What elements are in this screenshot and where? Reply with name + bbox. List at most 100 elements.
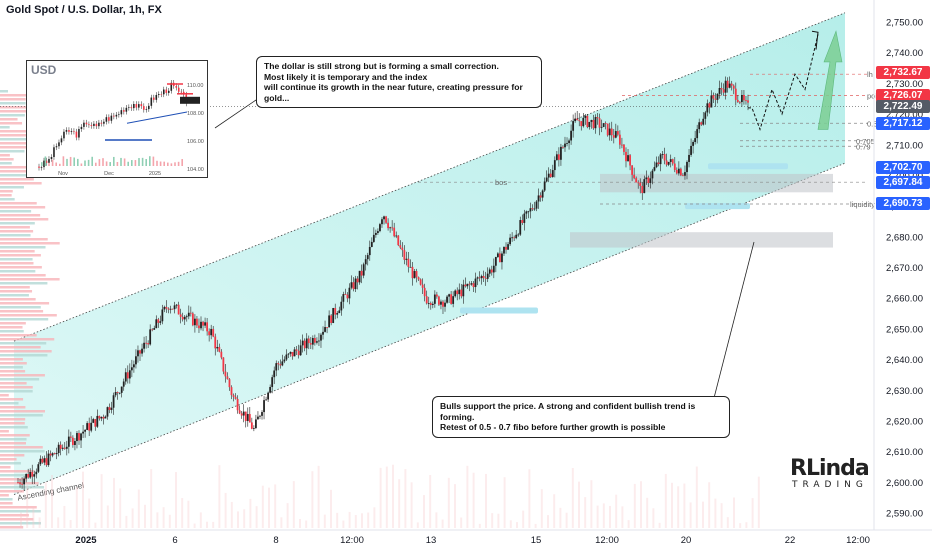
inset-candle-body — [68, 130, 70, 132]
volume-bar — [69, 520, 72, 528]
price-tag: 2,697.84 — [876, 175, 930, 189]
candle-body — [318, 340, 320, 342]
volume-profile-bar — [0, 206, 46, 209]
inset-volume-bar — [131, 160, 133, 166]
volume-bar — [454, 484, 456, 528]
candle-body — [679, 168, 682, 176]
candle-body — [155, 319, 158, 329]
candle-body — [43, 458, 46, 463]
candle-body — [202, 321, 204, 326]
volume-bar — [224, 492, 227, 528]
volume-profile-bar — [0, 90, 8, 93]
candle-body — [161, 309, 164, 322]
candle-body — [173, 305, 176, 310]
inset-candle-body — [83, 122, 85, 127]
inset-candle-body — [133, 104, 135, 109]
volume-profile-bar — [0, 354, 48, 357]
candle-body — [340, 301, 343, 311]
candle-body — [364, 259, 367, 265]
volume-bar — [695, 466, 698, 528]
volume-profile-bar — [0, 282, 48, 285]
candle-body — [293, 349, 296, 357]
y-tick-label: 2,750.00 — [886, 18, 923, 29]
volume-profile-bar — [0, 138, 27, 141]
inset-candle-body — [40, 167, 43, 168]
inset-candle-body — [157, 94, 160, 95]
candle-body — [716, 93, 719, 100]
volume-bar — [602, 503, 605, 528]
candle-body — [519, 220, 522, 235]
level-label: liquidity — [850, 200, 875, 209]
candle-body — [49, 453, 52, 456]
volume-profile-bar — [0, 314, 57, 317]
volume-bar — [100, 474, 103, 528]
candle-body — [588, 121, 591, 128]
volume-profile-bar — [0, 150, 25, 153]
level-label: lh — [867, 70, 873, 79]
x-tick-label: 8 — [273, 535, 278, 546]
candle-body — [435, 294, 438, 297]
brand-logo-bottom: TRADING — [792, 480, 868, 490]
volume-bar — [447, 477, 450, 528]
inset-candle-body — [103, 121, 105, 124]
price-tag: 2,690.73 — [876, 197, 930, 211]
candle-body — [21, 483, 23, 485]
candle-body — [535, 201, 538, 209]
candle-body — [55, 453, 58, 455]
volume-profile-bar — [0, 422, 25, 425]
candle-body — [440, 301, 442, 305]
candle-body — [682, 175, 684, 177]
volume-profile-bar — [0, 162, 12, 165]
inset-volume-bar — [170, 163, 173, 166]
candle-body — [698, 122, 701, 130]
candle-body — [135, 356, 137, 365]
candle-body — [175, 304, 178, 306]
inset-candle-body — [63, 131, 65, 139]
candle-body — [714, 98, 717, 100]
volume-profile-bar — [0, 154, 10, 157]
projection-arrowhead — [811, 30, 819, 50]
inset-volume-bar — [73, 157, 75, 166]
volume-bar — [106, 505, 109, 528]
candle-body — [218, 346, 221, 352]
candle-body — [708, 103, 711, 108]
candle-body — [187, 312, 190, 317]
candle-body — [745, 100, 747, 102]
candle-body — [130, 367, 133, 371]
inset-candle-body — [65, 130, 68, 132]
candle-body — [112, 395, 115, 408]
candle-body — [557, 154, 560, 160]
inset-volume-bar — [163, 161, 165, 166]
candle-body — [271, 377, 274, 387]
candle-body — [673, 163, 676, 171]
volume-bar — [156, 512, 159, 528]
candle-body — [505, 246, 507, 250]
candle-body — [346, 294, 349, 299]
volume-bar — [280, 517, 283, 528]
volume-profile-bar — [0, 202, 37, 205]
volume-profile-bar — [0, 98, 26, 101]
inset-candle-body — [88, 124, 90, 126]
volume-bar — [57, 517, 60, 528]
volume-bar — [664, 473, 667, 528]
candle-body — [31, 471, 34, 477]
volume-bar — [336, 512, 339, 528]
volume-bar — [237, 511, 239, 528]
candle-body — [80, 433, 82, 441]
candle-body — [35, 471, 38, 475]
volume-profile-bar — [0, 158, 14, 161]
candle-body — [730, 83, 733, 86]
candle-body — [133, 364, 135, 368]
x-tick-label: 15 — [531, 535, 542, 546]
volume-profile-bar — [0, 342, 47, 345]
candle-body — [139, 350, 141, 354]
candle-body — [326, 327, 328, 328]
candle-body — [33, 474, 36, 477]
volume-profile-bar — [0, 458, 17, 461]
volume-bar — [230, 501, 233, 528]
candle-body — [27, 473, 30, 478]
channel-band — [14, 12, 845, 495]
volume-profile-bar — [0, 514, 29, 517]
candle-body — [72, 437, 74, 445]
brand-logo-top: RLinda — [790, 456, 870, 481]
